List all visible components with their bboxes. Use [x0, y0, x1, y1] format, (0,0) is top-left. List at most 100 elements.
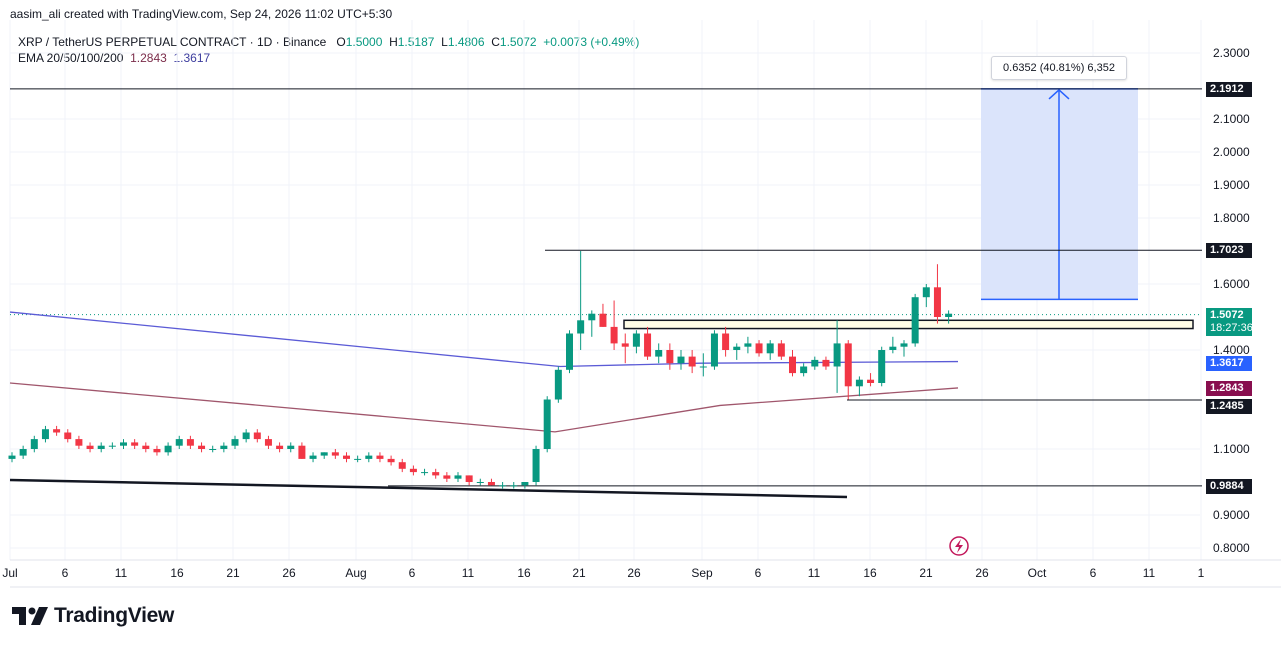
candle-body — [521, 482, 529, 486]
candle-body — [298, 445, 306, 459]
candle-body — [855, 379, 863, 387]
ema-value-blue: 1.3617 — [173, 51, 211, 65]
y-tick-label: 2.3000 — [1213, 46, 1250, 60]
candle-body — [8, 455, 16, 459]
candle-body — [789, 356, 796, 374]
candle-body — [554, 369, 562, 400]
candle-body — [722, 333, 730, 350]
candle-body — [499, 485, 507, 487]
candle-body — [543, 399, 551, 449]
chart-drawings — [9, 88, 1202, 499]
candle-body — [811, 359, 819, 367]
measure-tooltip: 0.6352 (40.81%) 6,352 — [991, 56, 1127, 80]
candle-body — [331, 452, 339, 456]
candle-body — [443, 475, 451, 479]
candle-body — [644, 333, 652, 357]
y-tick-label: 0.9000 — [1213, 508, 1250, 522]
candle-body — [878, 350, 886, 383]
candle-body — [432, 472, 440, 476]
open-value: 1.5000 — [345, 35, 383, 49]
symbol-title[interactable]: XRP / TetherUS PERPETUAL CONTRACT · 1D ·… — [18, 35, 327, 49]
candle-body — [688, 356, 696, 367]
y-tick-label: 1.8000 — [1213, 211, 1250, 225]
candle-body — [387, 458, 395, 463]
y-tick-label: 1.9000 — [1213, 178, 1250, 192]
candle-body — [566, 333, 573, 370]
candle-body — [19, 449, 27, 456]
x-tick-label: 11 — [115, 566, 128, 580]
candle-body — [421, 472, 429, 474]
x-tick-label: 6 — [1090, 566, 1097, 580]
candle-body — [800, 366, 808, 374]
candle-body — [532, 449, 540, 482]
candle-body — [844, 343, 852, 387]
candle-body — [287, 445, 295, 449]
x-tick-label: 6 — [755, 566, 762, 580]
candle-body — [610, 326, 618, 344]
y-tick-label: 2.1000 — [1213, 112, 1250, 126]
high-value: 1.5187 — [397, 35, 435, 49]
candle-body — [833, 343, 841, 367]
y-tick-label: 1.6000 — [1213, 277, 1250, 291]
x-tick-label: 11 — [462, 566, 475, 580]
event-icon-ring — [949, 536, 969, 556]
ema-row: EMA 20/50/100/200 1.2843 1.3617 — [18, 50, 639, 66]
candle-body — [64, 432, 72, 440]
candle-body — [710, 333, 718, 367]
candle-body — [164, 445, 172, 453]
candle-body — [142, 445, 150, 449]
candle-body — [398, 462, 406, 469]
ema-indicator-label[interactable]: EMA 20/50/100/200 — [18, 51, 124, 65]
price-label-last: 1.5072 18:27:36 — [1206, 308, 1253, 336]
x-tick-label: 16 — [170, 566, 184, 580]
candle-body — [476, 482, 484, 483]
candle-body — [577, 320, 585, 334]
brand-name: TradingView — [54, 604, 175, 627]
candle-body — [131, 442, 139, 446]
candle-body — [465, 475, 473, 482]
candle-body — [889, 346, 897, 350]
candle-body — [655, 350, 663, 357]
bar-countdown: 18:27:36 — [1210, 322, 1253, 334]
candle-body — [677, 356, 685, 364]
x-tick-label: 16 — [517, 566, 531, 580]
candle-body — [766, 343, 774, 354]
candle-body — [231, 439, 239, 446]
close-value: 1.5072 — [499, 35, 537, 49]
candle-body — [86, 445, 94, 449]
candle-body — [186, 439, 194, 446]
candle-body — [632, 333, 640, 347]
x-tick-label: 6 — [409, 566, 416, 580]
x-tick-label: 1 — [1198, 566, 1205, 580]
candle-body — [777, 343, 785, 357]
x-tick-label: Oct — [1028, 566, 1047, 580]
x-tick-label: 21 — [226, 566, 240, 580]
candle-body — [264, 439, 272, 446]
x-tick-label: Jul — [2, 566, 17, 580]
candle-body — [666, 350, 674, 364]
chart-axes: 2.3000 2.1000 2.0000 1.9000 1.8000 1.6000 1.40… — [2, 46, 1281, 588]
candles — [8, 251, 953, 489]
candle-body — [30, 439, 38, 449]
candle-body — [922, 287, 930, 298]
candle-body — [320, 452, 328, 456]
y-tick-label: 1.4000 — [1213, 343, 1250, 357]
ema-line-maroon — [9, 382, 959, 433]
x-tick-label: 11 — [808, 566, 821, 580]
event-flag-icon — [949, 536, 969, 556]
x-tick-label: 26 — [975, 566, 989, 580]
candle-body — [309, 455, 317, 459]
x-tick-label: 16 — [863, 566, 877, 580]
candle-body — [945, 313, 953, 317]
candle-body — [933, 287, 941, 317]
tradingview-logo[interactable]: TradingView — [12, 604, 174, 628]
candle-body — [153, 449, 161, 453]
measure-arrow-head — [1048, 88, 1070, 100]
candle-body — [822, 359, 830, 367]
candle-body — [900, 343, 908, 347]
candle-body — [276, 445, 284, 449]
chart-credit: aasim_ali created with TradingView.com, … — [10, 7, 393, 21]
candle-body — [97, 445, 105, 449]
candle-body — [409, 468, 417, 473]
